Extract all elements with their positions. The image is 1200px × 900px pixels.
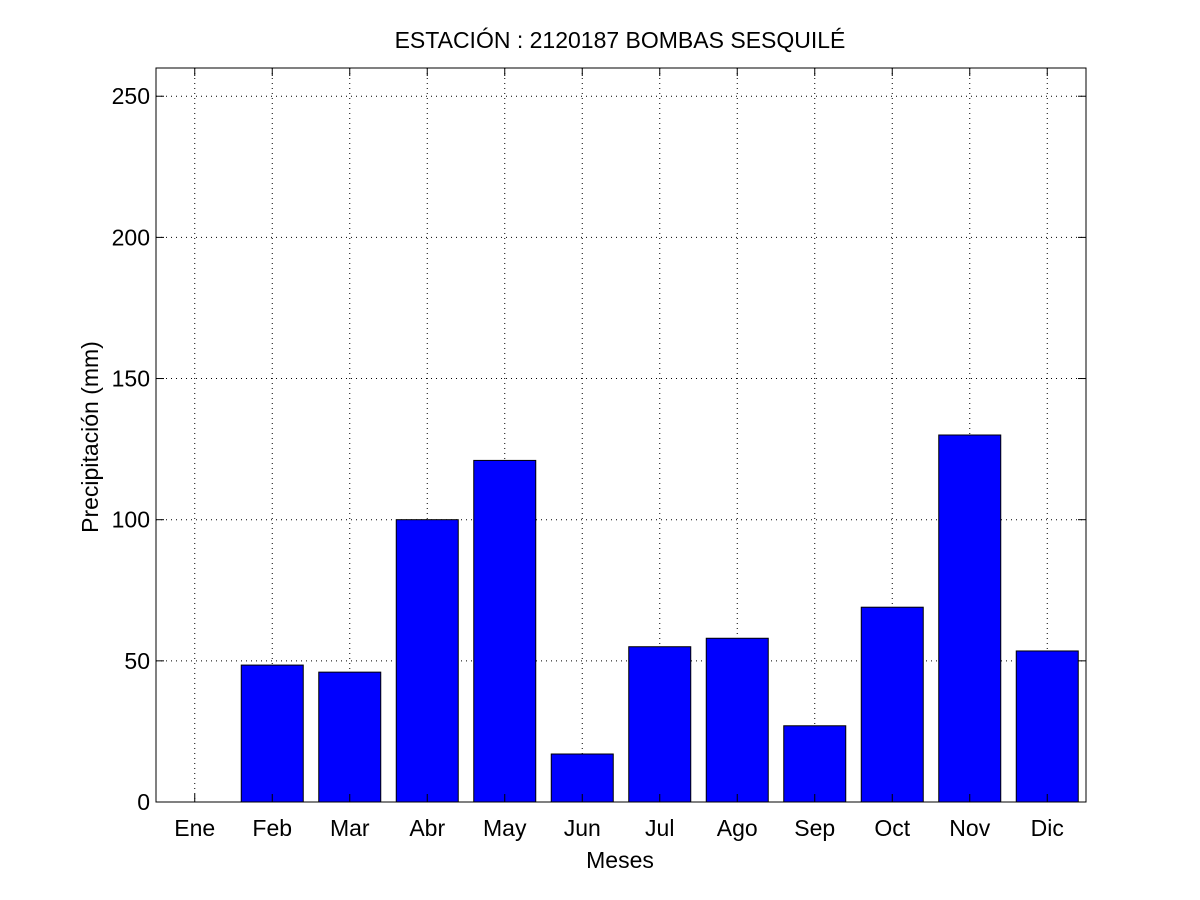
y-tick-labels: 0 50 100 150 200 250: [112, 83, 150, 815]
bar-ago: [705, 637, 769, 803]
x-tick-label: Feb: [252, 815, 292, 841]
bar-oct: [860, 606, 924, 803]
y-tick-label: 250: [112, 83, 150, 109]
y-tick-label: 150: [112, 366, 150, 392]
x-tick-label: Nov: [949, 815, 990, 841]
axes: [155, 67, 1087, 803]
bar-sep: [783, 725, 847, 803]
x-tick-label: Oct: [874, 815, 910, 841]
y-tick-label: 50: [124, 648, 150, 674]
y-tick-label: 0: [137, 789, 150, 815]
bar-jul: [628, 646, 692, 803]
chart-title: ESTACIÓN : 2120187 BOMBAS SESQUILÉ: [395, 27, 846, 53]
x-tick-label: May: [483, 815, 527, 841]
plot-frame: [155, 67, 1087, 803]
bar-nov: [938, 434, 1002, 803]
x-tick-label: Jun: [564, 815, 601, 841]
bar-mar: [318, 671, 382, 803]
x-tick-labels: Ene Feb Mar Abr May Jun Jul Ago Sep Oct Nov Dic: [174, 815, 1064, 841]
y-tick-label: 100: [112, 507, 150, 533]
bar-may: [473, 459, 537, 803]
x-tick-label: Abr: [409, 815, 445, 841]
bar-abr: [395, 519, 459, 803]
bars: [240, 434, 1079, 803]
x-tick-label: Ago: [717, 815, 758, 841]
x-axis-label: Meses: [586, 847, 654, 873]
x-tick-label: Sep: [794, 815, 835, 841]
x-tick-label: Dic: [1031, 815, 1064, 841]
y-axis-label: Precipitación (mm): [77, 341, 103, 533]
grid: [156, 68, 1086, 802]
bar-feb: [240, 664, 304, 803]
bar-dic: [1015, 650, 1079, 803]
x-tick-label: Jul: [645, 815, 674, 841]
y-tick-label: 200: [112, 224, 150, 250]
x-tick-label: Ene: [174, 815, 215, 841]
x-tick-label: Mar: [330, 815, 370, 841]
